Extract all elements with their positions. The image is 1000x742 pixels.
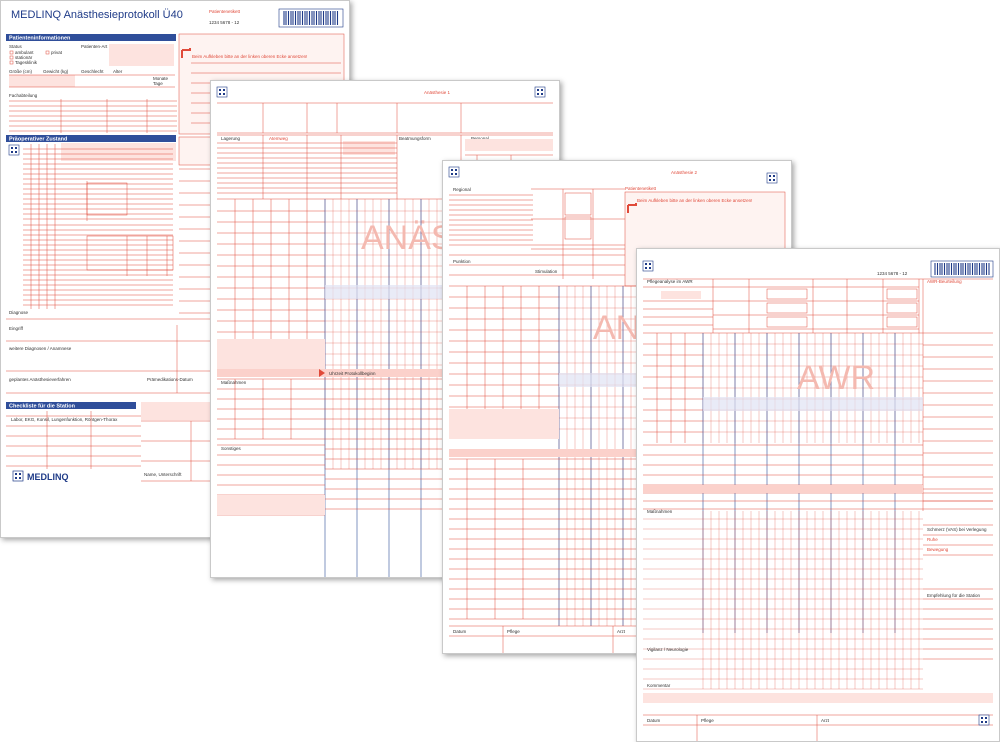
- label-stationaer: stationär: [15, 55, 33, 60]
- sticker-hint: Beim Aufkleben bitte an der linken obere…: [192, 54, 307, 59]
- label-personal: Personal: [471, 136, 489, 141]
- section-patient-info: [6, 34, 176, 41]
- label-pflege-sheet3: Pflege: [507, 629, 520, 634]
- qr-icon: [642, 260, 654, 272]
- label-diagnose: Diagnose: [9, 310, 29, 315]
- sticker-hint-sheet3: Beim Aufkleben bitte an der linken obere…: [637, 198, 752, 203]
- label-groesse: Größe (cm): [9, 69, 33, 74]
- label-sonstiges: Sonstiges: [221, 446, 242, 451]
- label-stimulation: Stimulation: [535, 269, 558, 274]
- label-tagesklinik: Tagesklinik: [15, 60, 38, 65]
- label-massnahmen: Maßnahmen: [221, 380, 247, 385]
- section-checklist: [6, 402, 136, 409]
- label-schmerz-vas: Schmerz (VAS) bei Verlegung: [927, 527, 987, 532]
- label-regional: Regional: [453, 187, 471, 192]
- label-atemweg: Atemweg: [269, 136, 288, 141]
- watermark-awr: AWR: [797, 359, 875, 397]
- label-geplantes-verfahren: geplantes Anästhesieverfahren: [9, 377, 71, 382]
- label-bewegung: Bewegung: [927, 547, 949, 552]
- medlinq-logo: MEDLINQ: [12, 470, 69, 482]
- label-awr-beurteilung: AWR-Beurteilung: [927, 279, 962, 284]
- patient-label: Patientenetikett: [209, 9, 241, 14]
- section-preop-title: Präoperativer Zustand: [9, 137, 67, 143]
- label-lagerung: Lagerung: [221, 136, 241, 141]
- label-ambulant: ambulant: [15, 50, 34, 55]
- label-eingriff: Eingriff: [9, 326, 24, 331]
- section-patient-info-title: Patienteninformationen: [9, 36, 71, 42]
- qr-icon-footer: [978, 714, 990, 726]
- qr-icon: [8, 144, 20, 156]
- label-privat: privat: [51, 50, 63, 55]
- label-praemedikation-datum: Prämedikations-Datum: [147, 377, 193, 382]
- section-checklist-title: Checkliste für die Station: [9, 404, 76, 410]
- qr-icon: [448, 166, 460, 178]
- label-empfehlung: Empfehlung für die Station: [927, 593, 981, 598]
- page-title: MEDLINQ Anästhesieprotokoll Ü40: [11, 9, 183, 21]
- sheet-title-anaesthesie-2: Anästhesie 2: [671, 170, 698, 175]
- section-preop: [6, 135, 176, 142]
- label-arzt-sheet3: Arzt: [617, 629, 626, 634]
- label-monate: Monate: [153, 76, 169, 81]
- patient-label-sheet3: Patientenetikett: [625, 186, 657, 191]
- label-massnahmen-awr: Maßnahmen: [647, 509, 673, 514]
- label-tage: Tage: [153, 81, 163, 86]
- label-datum-sheet4: Datum: [647, 718, 661, 723]
- qr-icon-right: [534, 86, 546, 98]
- label-datum-sheet3: Datum: [453, 629, 467, 634]
- patient-number-sheet4: 1234 5678 - 12: [877, 271, 908, 276]
- qr-icon-right: [766, 172, 778, 184]
- label-name-unterschrift: Name, Unterschrift: [144, 472, 182, 477]
- patient-number: 1234 5678 - 12: [209, 20, 240, 25]
- qr-icon: [216, 86, 228, 98]
- label-gewicht: Gewicht (kg): [43, 69, 69, 74]
- label-ruhe: Ruhe: [927, 537, 938, 542]
- sheet-awr: 1234 5678 - 12 Pflegeanalyse im AWR AWR-…: [636, 248, 1000, 742]
- barcode-sheet4: [930, 260, 994, 278]
- label-punktion: Punktion: [453, 259, 471, 264]
- sheet-title-anaesthesie-1: Anästhesie 1: [424, 90, 451, 95]
- label-fachabteilung: Fachabteilung: [9, 93, 38, 98]
- label-vigilanz: Vigilanz / Neurologie: [647, 647, 689, 652]
- label-status: Status: [9, 44, 23, 49]
- label-alter: Alter: [113, 69, 123, 74]
- label-pflegeanalyse: Pflegeanalyse im AWR: [647, 279, 693, 284]
- checklist-items: Labor, EKG, Konsil, Lungenfunktion, Rönt…: [11, 417, 118, 422]
- label-pflege-sheet4: Pflege: [701, 718, 714, 723]
- label-geschlecht: Geschlecht: [81, 69, 104, 74]
- label-beatmungsform: Beatmungsform: [399, 136, 431, 141]
- label-uhrzeit-protokollbeginn: Uhrzeit Protokollbeginn: [329, 371, 376, 376]
- label-patienten-art: Patienten-Art: [81, 44, 108, 49]
- label-weitere-diagnosen: weitere Diagnosen / Anamnese: [9, 346, 72, 351]
- label-arzt-sheet4: Arzt: [821, 718, 830, 723]
- sheet-4-drawing: 1234 5678 - 12 Pflegeanalyse im AWR AWR-…: [642, 260, 994, 741]
- barcode: [278, 8, 344, 28]
- logo-text: MEDLINQ: [27, 472, 69, 482]
- label-kommentar: Kommentar: [647, 683, 671, 688]
